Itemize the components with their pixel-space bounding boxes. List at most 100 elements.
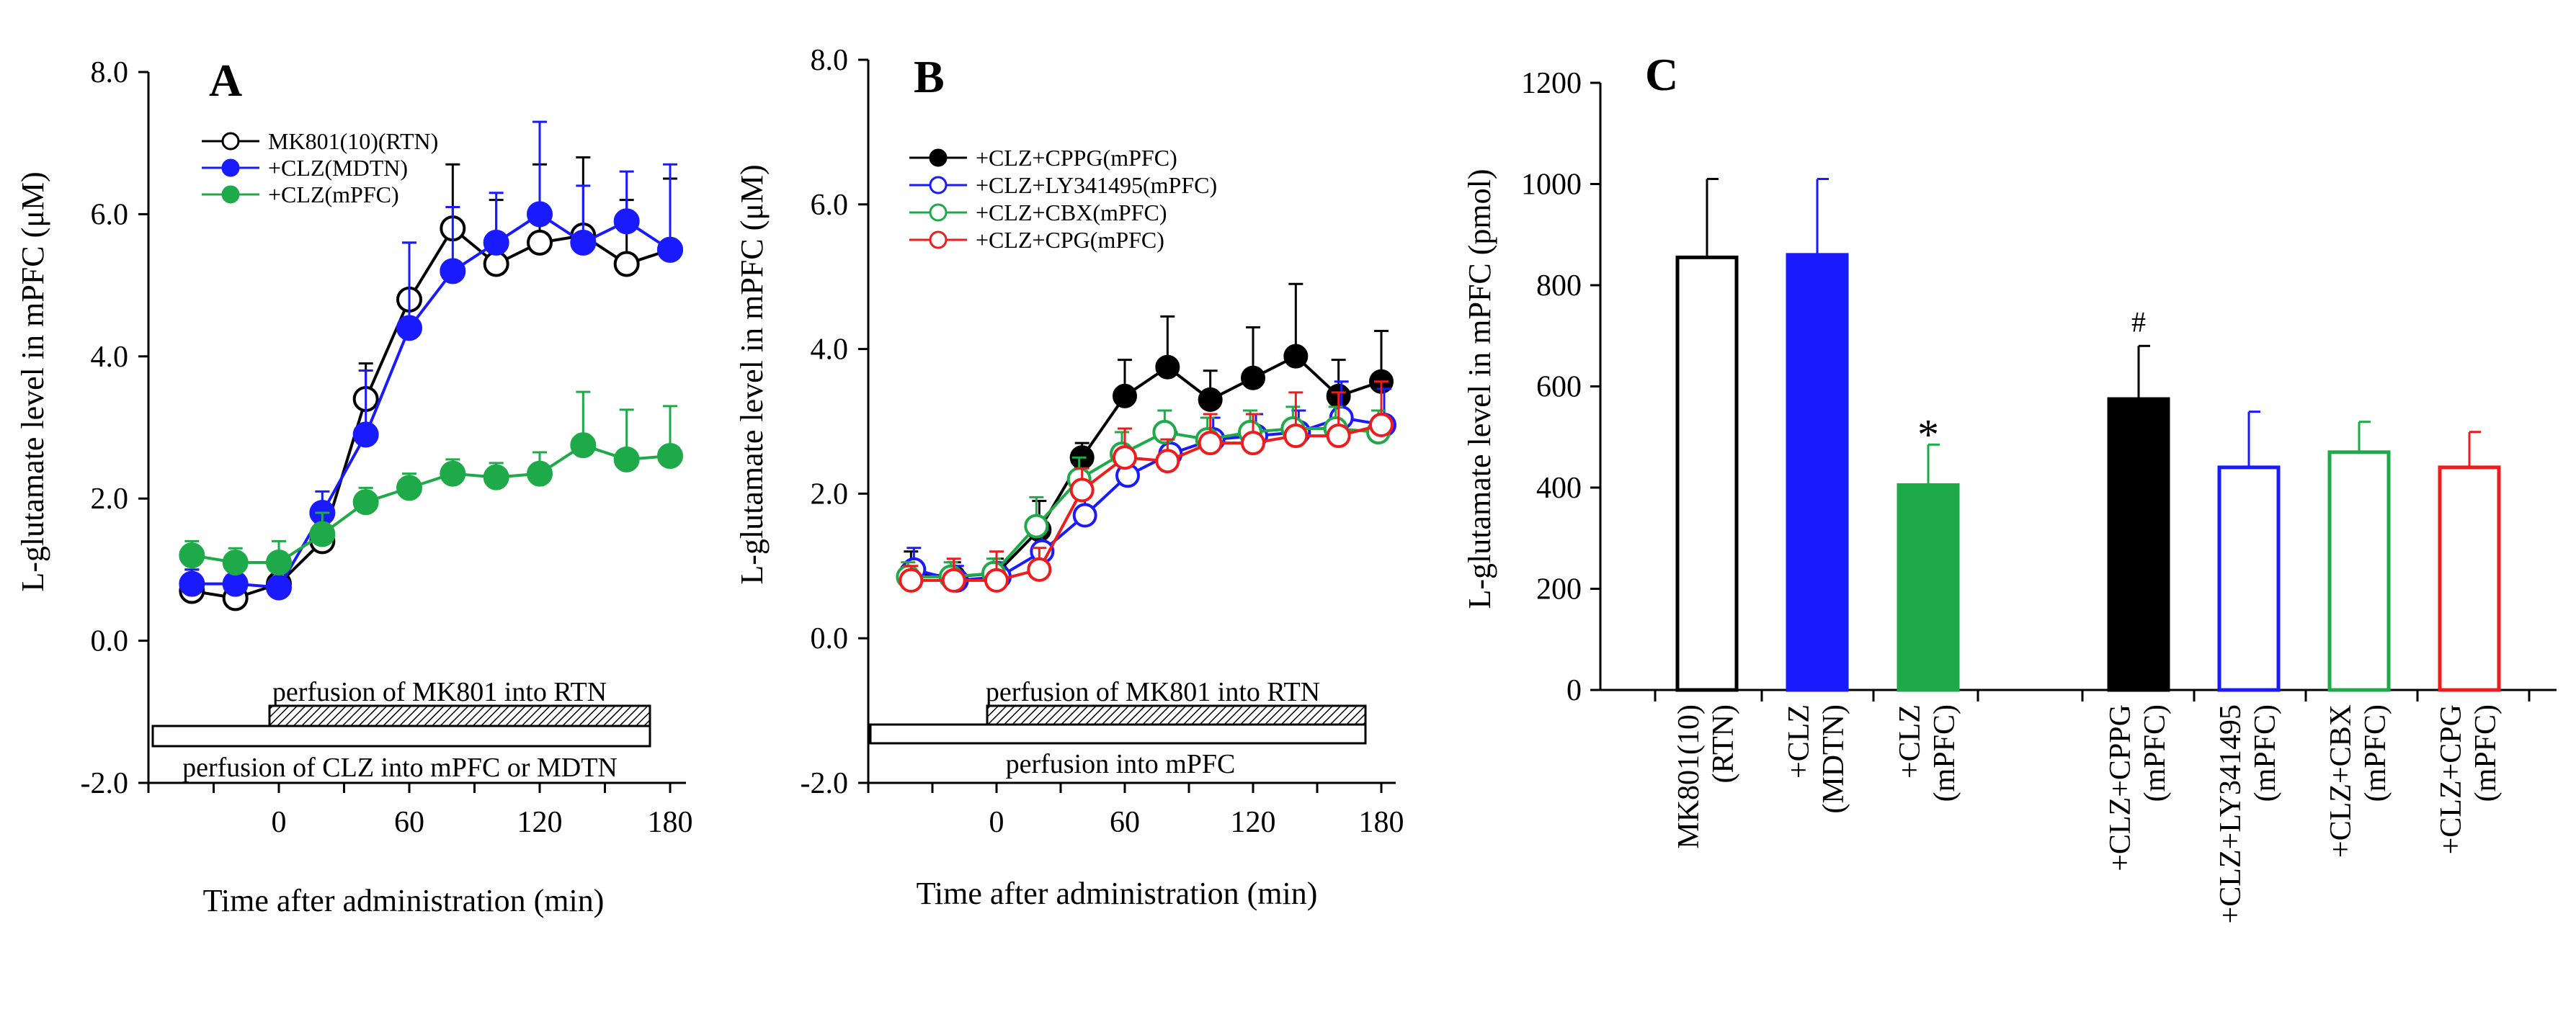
y-tick-label: 8.0: [91, 56, 129, 89]
bar-group-5: +CLZ+LY341495 (mPFC): [2214, 411, 2282, 923]
x-tick-label: 0: [272, 806, 287, 839]
x-tick-label: 120: [517, 806, 563, 839]
legend-swatch-marker: [221, 185, 240, 204]
panel-a-clz-perfusion-bar: [151, 725, 651, 748]
bar-group-6: +CLZ+CBX (mPFC): [2325, 421, 2392, 858]
bar-group-3: * +CLZ (mPFC): [1894, 411, 1961, 802]
series-line: [913, 416, 1385, 582]
y-tick-label: 200: [1536, 573, 1582, 606]
data-point: [1155, 449, 1180, 474]
panel-c-letter: C: [1645, 49, 1678, 100]
x-tick-label: 180: [1359, 806, 1404, 839]
legend-swatch-marker: [221, 132, 240, 151]
y-tick-label: 0.0: [811, 622, 849, 655]
data-point: [1027, 557, 1052, 582]
legend-label: +CLZ(mPFC): [268, 181, 399, 207]
bar: [2217, 465, 2281, 692]
series-1: [179, 156, 683, 611]
category-label: +CLZ: [1783, 704, 1816, 779]
data-point: [266, 550, 292, 576]
data-point: [613, 208, 640, 235]
data-point: [483, 251, 509, 277]
panel-b: B L-glutamate level in mPFC (μM) Time af…: [734, 44, 1404, 911]
data-point: [1152, 420, 1177, 445]
data-point: [396, 315, 422, 341]
y-tick-label: 400: [1536, 472, 1582, 505]
series-4: [899, 380, 1394, 593]
panel-a-axes: -2.0 0.0 2.0 4.0 6.0 8.0 0 60 120 180: [81, 56, 693, 839]
bar: [1786, 253, 1849, 692]
legend-swatch-marker: [221, 158, 240, 177]
data-point: [440, 258, 466, 284]
data-point: [1241, 431, 1265, 456]
data-point: [179, 542, 205, 569]
y-tick-label: 1200: [1521, 67, 1582, 100]
y-tick-label: 800: [1536, 269, 1582, 302]
bar-group-7: +CLZ+CPG (mPFC): [2435, 431, 2503, 854]
panel-c: C L-glutamate level in mPFC (pmol) 0 200 4…: [1462, 49, 2557, 923]
data-point: [179, 570, 205, 597]
data-point: [352, 489, 379, 516]
data-point: [396, 475, 422, 501]
panel-b-mpfc-perfusion-bar: [869, 723, 1367, 745]
x-tick-label: 120: [1231, 806, 1276, 839]
series-line: [192, 212, 672, 589]
bar: [1675, 255, 1739, 692]
panel-b-axes: -2.0 0.0 2.0 4.0 6.0 8.0 0 60 120 180: [801, 44, 1404, 839]
bar: [1897, 483, 1960, 692]
category-label: +CLZ: [1894, 704, 1927, 779]
bar-group-2: +CLZ (MDTN): [1783, 177, 1850, 814]
legend-label: +CLZ+LY341495(mPFC): [976, 172, 1217, 198]
data-point: [483, 229, 509, 256]
data-point: [1113, 445, 1137, 470]
data-point: [1072, 503, 1097, 528]
panel-b-plot: [896, 282, 1396, 593]
y-tick-label: 4.0: [811, 333, 849, 367]
bar-group-1: MK801(10) (RTN): [1672, 177, 1740, 849]
data-point: [222, 570, 249, 597]
significance-mark: *: [1917, 411, 1939, 458]
data-point: [527, 201, 553, 228]
data-point: [483, 464, 509, 490]
legend-swatch-marker: [929, 176, 948, 194]
category-sublabel: (mPFC): [1928, 704, 1961, 802]
data-point: [1069, 478, 1095, 503]
data-point: [570, 432, 597, 459]
panel-a-plot: [179, 120, 683, 611]
x-tick-label: 0: [989, 806, 1004, 839]
series-2: [179, 120, 683, 601]
data-point: [1369, 413, 1394, 438]
panel-a-ylabel: L-glutamate level in mPFC (μM): [15, 171, 50, 591]
y-tick-label: 6.0: [91, 198, 129, 231]
data-point: [352, 421, 379, 448]
data-point: [657, 236, 683, 263]
legend-label: +CLZ(MDTN): [268, 155, 408, 181]
panel-a-xlabel: Time after administration (min): [203, 883, 605, 918]
panel-b-mk801-perfusion-bar: [986, 704, 1367, 726]
category-sublabel: (mPFC): [2469, 704, 2503, 802]
category-label: +CLZ+LY341495: [2214, 704, 2247, 923]
category-sublabel: (mPFC): [2139, 704, 2172, 802]
data-point: [1024, 514, 1049, 539]
data-point: [899, 568, 924, 593]
category-sublabel: (MDTN): [1817, 704, 1850, 814]
data-point: [984, 568, 1009, 593]
series-line: [192, 226, 671, 600]
data-point: [941, 568, 966, 593]
data-point: [440, 460, 466, 487]
bar-group-4: # +CLZ+CPPG (mPFC): [2104, 305, 2172, 871]
x-tick-label: 60: [394, 806, 424, 839]
legend-label: +CLZ+CPG(mPFC): [976, 227, 1164, 253]
y-tick-label: 2.0: [811, 478, 849, 511]
y-tick-label: 2.0: [91, 483, 129, 516]
data-point: [527, 460, 553, 487]
panel-a: A L-glutamate level in mPFC (μM) Time af…: [15, 55, 693, 918]
category-label: MK801(10): [1672, 704, 1706, 849]
data-point: [570, 229, 597, 256]
series-line: [192, 443, 671, 565]
series-3: [179, 390, 683, 576]
series-3: [896, 405, 1391, 589]
data-point: [613, 446, 640, 472]
data-point: [222, 550, 249, 576]
